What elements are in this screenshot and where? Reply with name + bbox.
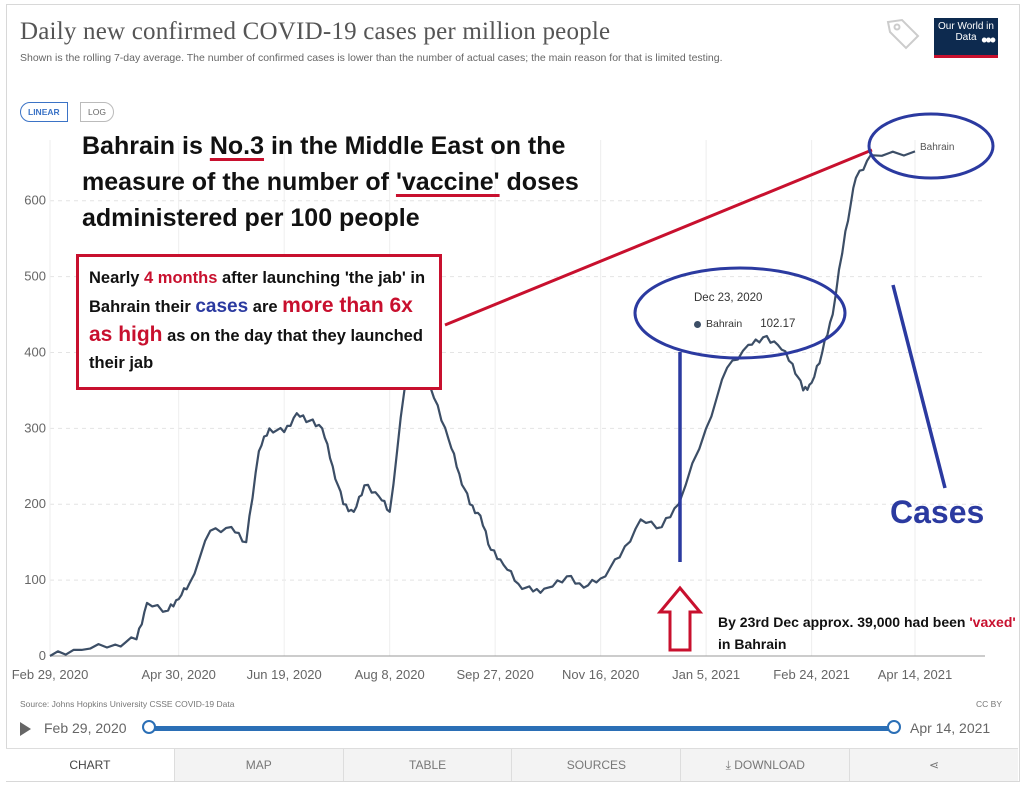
box-part-4: as on the day that they launched their j… bbox=[89, 327, 423, 372]
timeline-start-handle[interactable] bbox=[142, 720, 156, 734]
vax-note-part-1: By 23rd Dec approx. 39,000 had been bbox=[718, 614, 970, 630]
timeline-end-label: Apr 14, 2021 bbox=[910, 720, 991, 736]
y-tick-label: 400 bbox=[24, 344, 46, 359]
chart-title: Daily new confirmed COVID-19 cases per m… bbox=[20, 18, 611, 45]
more-dots-icon[interactable]: ••• bbox=[981, 30, 996, 50]
timeline-slider[interactable]: Feb 29, 2020 Apr 14, 2021 bbox=[0, 712, 1024, 744]
y-tick-label: 500 bbox=[24, 269, 46, 284]
tab-sources[interactable]: SOURCES bbox=[512, 749, 682, 781]
tab-map[interactable]: MAP bbox=[175, 749, 344, 781]
up-arrow-icon bbox=[656, 585, 704, 652]
cases-label: Cases bbox=[890, 494, 985, 530]
box-part-2: after launching 'the jab' in Bahrain the… bbox=[89, 269, 426, 316]
box-cases: cases bbox=[195, 296, 249, 317]
tooltip-series: Bahrain bbox=[706, 318, 743, 330]
callout-connector-line bbox=[444, 148, 873, 327]
x-tick-label: Jan 5, 2021 bbox=[672, 667, 740, 682]
tooltip-ellipse bbox=[633, 266, 847, 360]
download-icon: ⤓ bbox=[725, 758, 735, 772]
tag-icon[interactable] bbox=[884, 14, 924, 54]
timeline-end-handle[interactable] bbox=[887, 720, 901, 734]
series-end-label: Bahrain bbox=[920, 142, 955, 153]
source-note: Source: Johns Hopkins University CSSE CO… bbox=[20, 699, 235, 709]
timeline-track[interactable] bbox=[152, 726, 894, 731]
log-scale-toggle[interactable]: LOG bbox=[80, 102, 114, 122]
y-tick-label: 300 bbox=[24, 420, 46, 435]
bahrain-peak-ellipse bbox=[867, 112, 995, 180]
x-tick-label: Aug 8, 2020 bbox=[355, 667, 425, 682]
x-tick-label: Feb 24, 2021 bbox=[773, 667, 850, 682]
box-6x: more than 6x as high bbox=[89, 294, 413, 346]
bottom-tabs: CHART MAP TABLE SOURCES ⤓ DOWNLOAD ⋖ bbox=[6, 748, 1018, 781]
box-part-3: are bbox=[248, 298, 283, 316]
box-months: 4 months bbox=[144, 269, 218, 287]
vax-note-part-2: in Bahrain bbox=[718, 636, 787, 652]
headline-vaccine: 'vaccine' bbox=[395, 168, 500, 196]
x-tick-label: Feb 29, 2020 bbox=[12, 667, 89, 682]
y-tick-label: 100 bbox=[24, 572, 46, 587]
logo-text: Our World in Data bbox=[938, 21, 994, 43]
tab-download[interactable]: ⤓ DOWNLOAD bbox=[681, 749, 851, 781]
chart-frame bbox=[6, 4, 1020, 782]
tooltip-value-row: Bahrain 102.17 bbox=[694, 318, 795, 330]
owid-logo[interactable]: Our World in Data ••• bbox=[934, 18, 998, 58]
x-tick-label: Apr 30, 2020 bbox=[141, 667, 215, 682]
x-tick-label: Jun 19, 2020 bbox=[247, 667, 322, 682]
x-tick-label: Apr 14, 2021 bbox=[878, 667, 952, 682]
vaccination-note: By 23rd Dec approx. 39,000 had been 'vax… bbox=[718, 611, 1023, 655]
headline-annotation: Bahrain is No.3 in the Middle East on th… bbox=[82, 128, 622, 236]
headline-part-2: in the Middle East on the measure of the… bbox=[82, 132, 566, 196]
headline-part-1: Bahrain is bbox=[82, 132, 210, 160]
headline-part-3: doses administered per 100 people bbox=[82, 168, 579, 232]
license-note[interactable]: CC BY bbox=[976, 699, 1002, 709]
y-tick-label: 0 bbox=[39, 648, 46, 663]
share-icon: ⋖ bbox=[929, 758, 940, 772]
vax-note-vaxed: 'vaxed' bbox=[969, 614, 1016, 630]
tooltip-date: Dec 23, 2020 bbox=[694, 292, 763, 304]
tooltip-value: 102.17 bbox=[760, 318, 796, 330]
linear-scale-toggle[interactable]: LINEAR bbox=[20, 102, 68, 122]
tab-chart[interactable]: CHART bbox=[6, 749, 175, 781]
x-tick-label: Nov 16, 2020 bbox=[562, 667, 639, 682]
play-icon[interactable] bbox=[20, 722, 31, 736]
cases-pointer-line bbox=[891, 284, 947, 489]
headline-no3: No.3 bbox=[209, 132, 265, 160]
timeline-start-label: Feb 29, 2020 bbox=[44, 720, 127, 736]
cases-callout-box: Nearly 4 months after launching 'the jab… bbox=[76, 254, 442, 390]
series-line-bahrain bbox=[49, 150, 916, 657]
x-tick-label: Sep 27, 2020 bbox=[456, 667, 533, 682]
y-tick-label: 200 bbox=[24, 496, 46, 511]
box-part-1: Nearly bbox=[89, 269, 145, 287]
tab-table[interactable]: TABLE bbox=[344, 749, 513, 781]
tab-share[interactable]: ⋖ bbox=[850, 749, 1018, 781]
tab-download-label: DOWNLOAD bbox=[734, 758, 805, 772]
chart-subtitle: Shown is the rolling 7-day average. The … bbox=[20, 52, 723, 64]
y-tick-label: 600 bbox=[24, 193, 46, 208]
series-dot-icon bbox=[694, 320, 701, 328]
